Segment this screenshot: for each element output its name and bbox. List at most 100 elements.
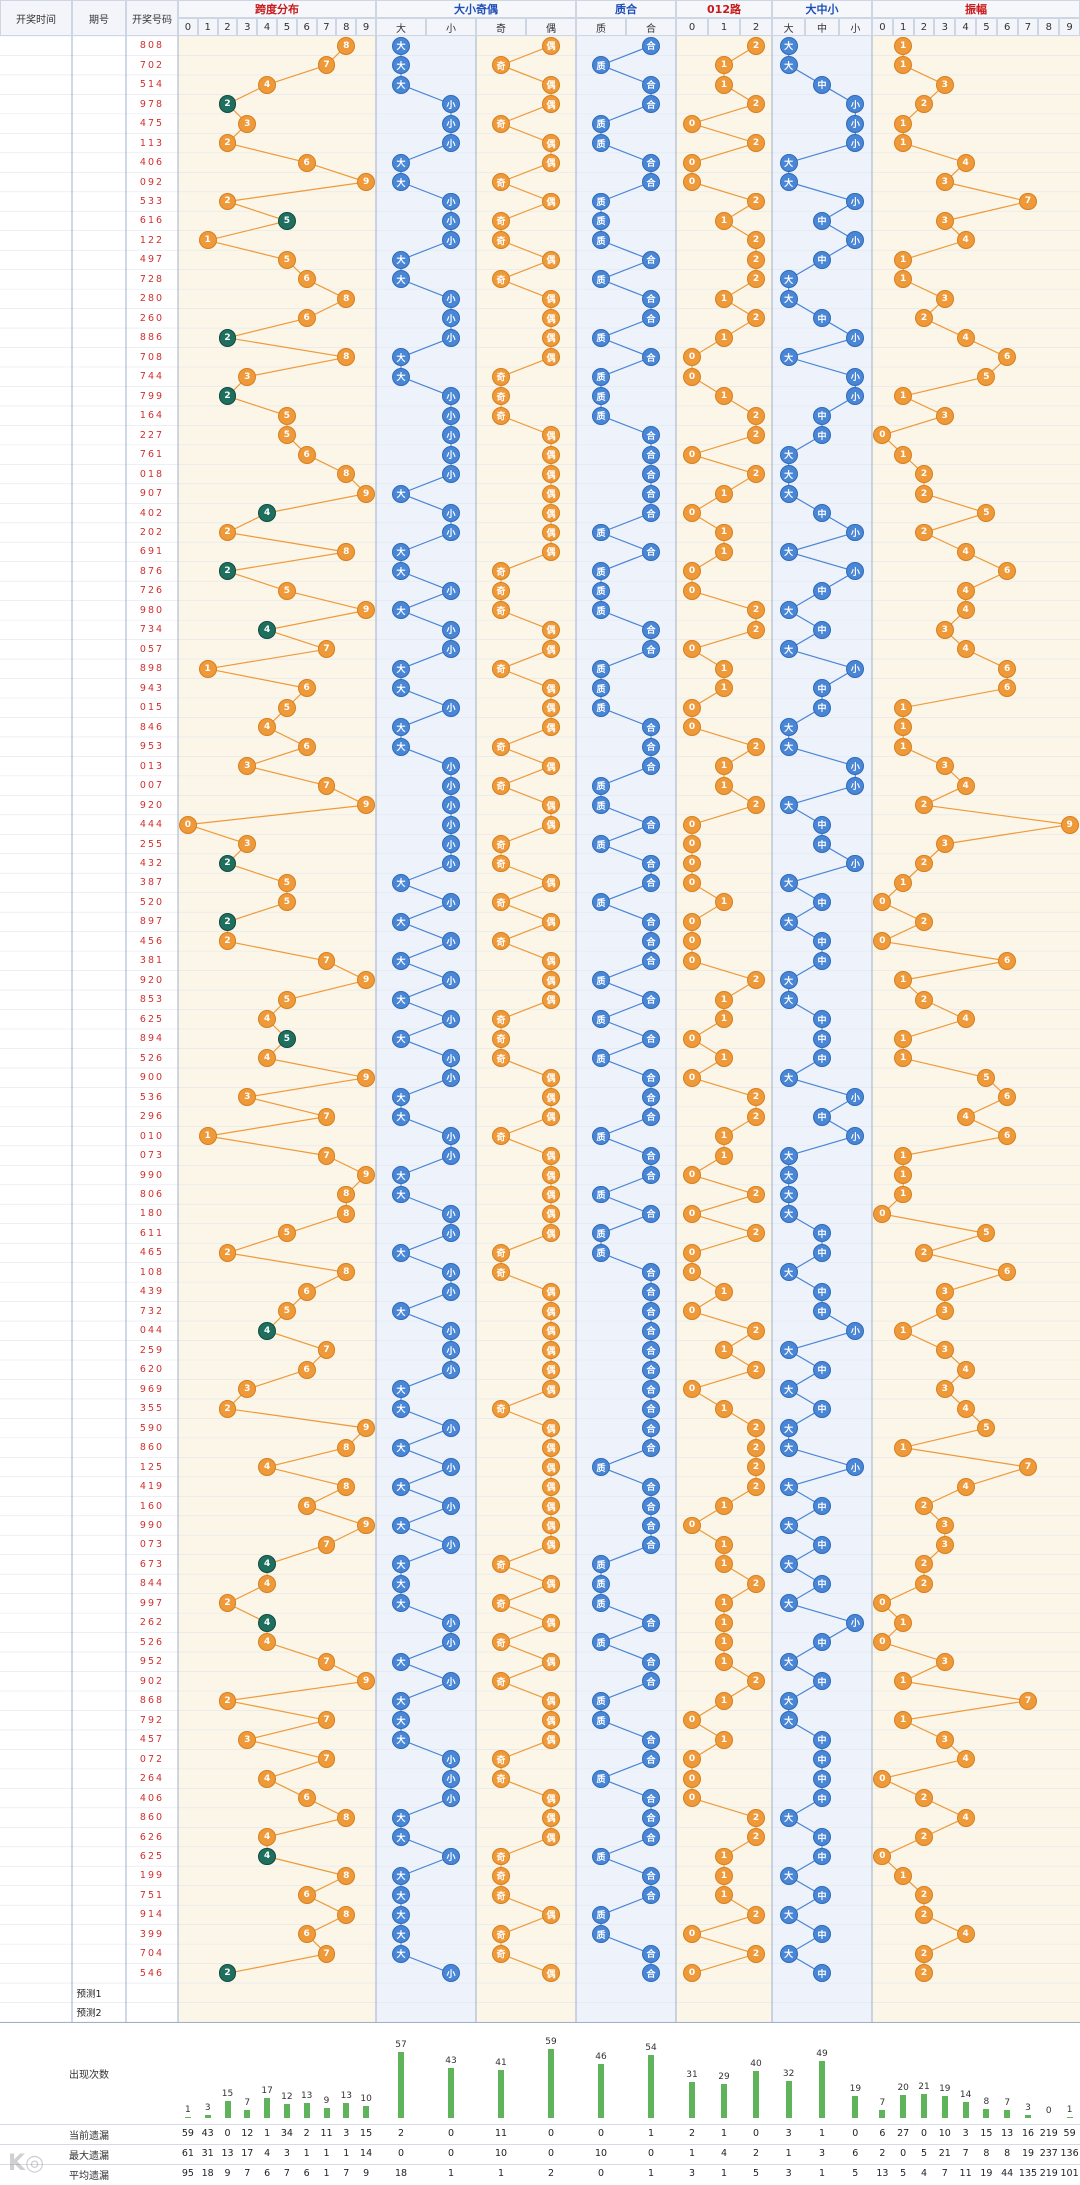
bs-ball: 小 bbox=[442, 231, 460, 250]
amp-ball: 7 bbox=[1019, 1691, 1037, 1710]
row-issue bbox=[72, 1263, 126, 1282]
amp-ball: 1 bbox=[894, 270, 913, 289]
row-code: 894 bbox=[139, 1033, 165, 1045]
r012-ball: 1 bbox=[715, 1341, 733, 1360]
row-date bbox=[2, 1399, 72, 1418]
r012-ball: 1 bbox=[715, 776, 733, 795]
freq-value: 14 bbox=[959, 2089, 972, 2100]
row-code: 402 bbox=[139, 507, 165, 519]
freq-value: 15 bbox=[221, 2088, 234, 2099]
bs-ball: 小 bbox=[442, 426, 460, 445]
oe-ball: 偶 bbox=[542, 971, 560, 990]
header-amp-digit: 9 bbox=[1059, 18, 1080, 36]
row-code: 691 bbox=[139, 546, 165, 558]
amp-ball: 1 bbox=[894, 36, 913, 55]
oe-ball: 偶 bbox=[542, 912, 560, 931]
header-amp-digit: 8 bbox=[1038, 18, 1060, 36]
r012-ball: 1 bbox=[715, 1652, 733, 1671]
r012-ball: 0 bbox=[683, 1068, 701, 1087]
oe-ball: 偶 bbox=[542, 36, 560, 55]
row-code: 164 bbox=[139, 410, 165, 422]
span-ball: 5 bbox=[277, 1302, 296, 1321]
bs-ball: 小 bbox=[442, 815, 460, 834]
row-code: 886 bbox=[139, 332, 165, 344]
pc-ball: 合 bbox=[642, 932, 660, 951]
pc-ball: 合 bbox=[642, 854, 660, 873]
amp-ball: 4 bbox=[956, 1808, 975, 1827]
bms-ball: 大 bbox=[779, 601, 798, 620]
bms-ball: 大 bbox=[779, 640, 798, 659]
oe-ball: 奇 bbox=[492, 737, 510, 756]
row-code: 846 bbox=[139, 721, 165, 733]
row-date bbox=[2, 1594, 72, 1613]
pc-ball: 合 bbox=[642, 1438, 660, 1457]
amp-ball: 1 bbox=[894, 1613, 913, 1632]
stats-avg-value: 19 bbox=[980, 2168, 993, 2179]
amp-ball: 6 bbox=[998, 1088, 1017, 1107]
pc-ball: 质 bbox=[592, 659, 610, 678]
row-date bbox=[2, 445, 72, 464]
freq-value: 3 bbox=[204, 2102, 211, 2113]
row-issue bbox=[72, 425, 126, 444]
bs-ball: 大 bbox=[392, 1944, 410, 1963]
row-date bbox=[2, 523, 72, 542]
bs-ball: 小 bbox=[442, 387, 460, 406]
amp-ball: 1 bbox=[894, 1672, 913, 1691]
r012-ball: 2 bbox=[747, 36, 765, 55]
oe-ball: 奇 bbox=[492, 601, 510, 620]
pc-ball: 合 bbox=[642, 1380, 660, 1399]
row-date bbox=[2, 1243, 72, 1262]
bms-ball: 中 bbox=[813, 932, 831, 951]
amp-ball: 4 bbox=[956, 231, 975, 250]
pc-ball: 合 bbox=[642, 1477, 660, 1496]
pc-ball: 质 bbox=[592, 601, 610, 620]
r012-ball: 1 bbox=[715, 1886, 733, 1905]
row-code: 620 bbox=[139, 1364, 165, 1376]
stats-avg-value: 18 bbox=[394, 2168, 408, 2179]
row-date bbox=[2, 1029, 72, 1048]
r012-ball: 1 bbox=[715, 1282, 733, 1301]
header-date: 开奖时间 bbox=[0, 0, 72, 36]
bs-ball: 小 bbox=[442, 1360, 460, 1379]
freq-bar bbox=[398, 2051, 404, 2118]
row-issue bbox=[72, 1010, 126, 1029]
pc-ball: 合 bbox=[642, 484, 660, 503]
row-date bbox=[2, 776, 72, 795]
bs-ball: 小 bbox=[442, 854, 460, 873]
header-span-digit: 6 bbox=[296, 18, 317, 36]
stats-max-value: 10 bbox=[494, 2148, 508, 2159]
stats-avg-value: 6 bbox=[264, 2168, 271, 2179]
row-code: 808 bbox=[139, 40, 165, 52]
row-code: 108 bbox=[139, 1266, 165, 1278]
row-code: 751 bbox=[139, 1889, 165, 1901]
row-date bbox=[2, 1418, 72, 1437]
bs-ball: 大 bbox=[392, 1652, 410, 1671]
bms-ball: 大 bbox=[779, 1146, 798, 1165]
row-issue bbox=[72, 1866, 126, 1885]
row-date bbox=[2, 1185, 72, 1204]
amp-ball: 7 bbox=[1019, 1458, 1037, 1477]
row-issue bbox=[72, 1788, 126, 1807]
oe-ball: 偶 bbox=[542, 1497, 560, 1515]
r012-ball: 1 bbox=[715, 1633, 733, 1652]
oe-trend-line bbox=[499, 45, 553, 1974]
oe-ball: 奇 bbox=[492, 932, 510, 951]
pc-ball: 质 bbox=[592, 679, 610, 698]
row-code: 073 bbox=[139, 1150, 165, 1162]
stats-current-value: 3 bbox=[785, 2128, 792, 2139]
amp-ball: 5 bbox=[977, 1068, 996, 1087]
bs-ball: 小 bbox=[442, 1321, 460, 1340]
bms-ball: 大 bbox=[779, 1905, 798, 1924]
oe-ball: 奇 bbox=[492, 367, 510, 386]
row-date bbox=[2, 1886, 72, 1905]
r012-ball: 2 bbox=[747, 1574, 765, 1593]
stats-current-value: 15 bbox=[980, 2128, 993, 2139]
r012-ball: 1 bbox=[715, 1399, 733, 1418]
pc-ball: 合 bbox=[642, 95, 660, 114]
row-issue bbox=[72, 873, 126, 892]
amp-ball: 2 bbox=[915, 1497, 933, 1515]
row-date bbox=[2, 795, 72, 814]
span-ball: 6 bbox=[297, 1360, 316, 1379]
row-issue bbox=[72, 94, 126, 113]
header-span-digit: 3 bbox=[237, 18, 258, 36]
